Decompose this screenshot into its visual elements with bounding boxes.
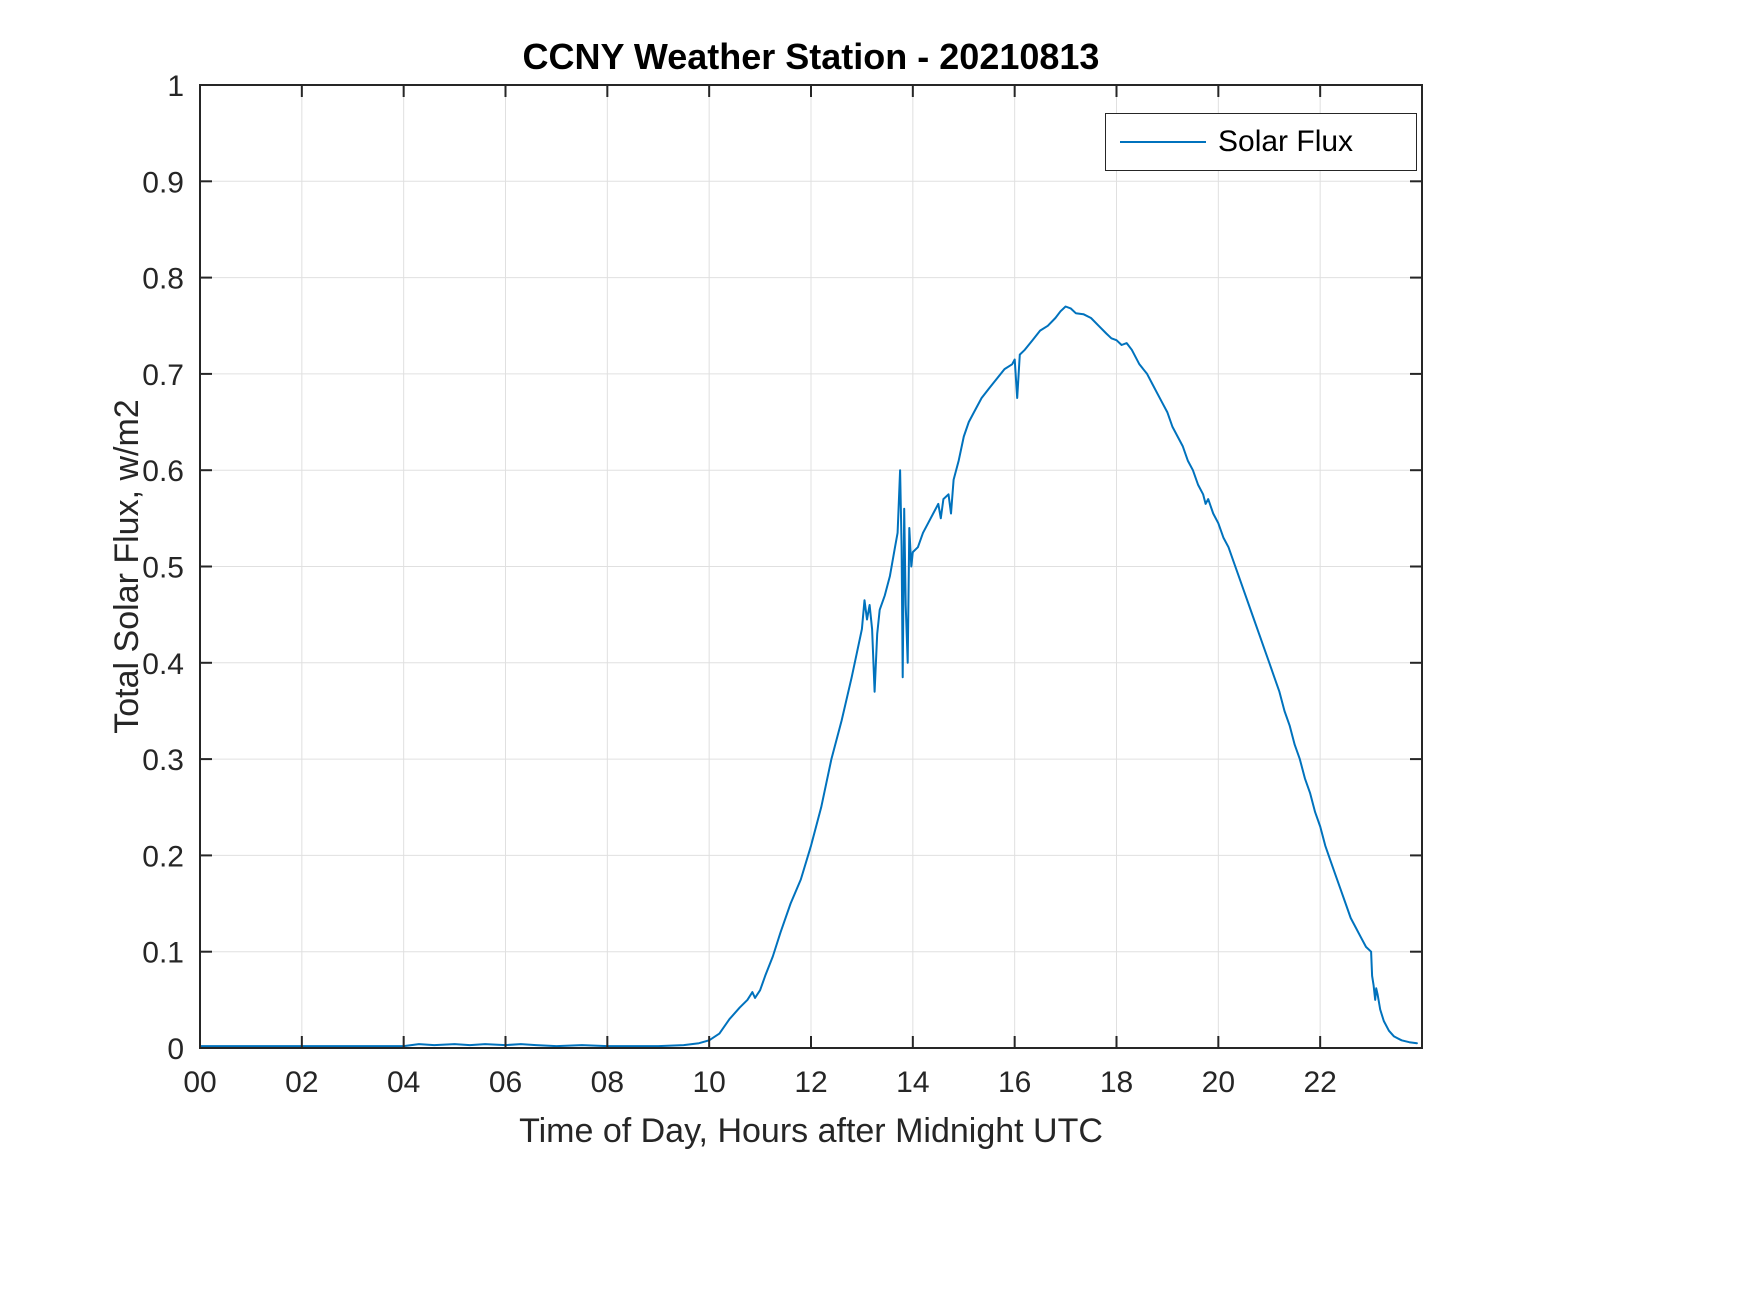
y-tick-label: 1	[167, 70, 184, 103]
x-tick-label: 04	[387, 1066, 420, 1099]
y-tick-label: 0.5	[142, 552, 184, 585]
solar-flux-line	[199, 305, 1418, 1048]
y-tick-label: 0.9	[142, 166, 184, 199]
x-tick-label: 02	[285, 1066, 318, 1099]
x-tick-label: 12	[794, 1066, 827, 1099]
x-tick-label: 18	[1100, 1066, 1133, 1099]
y-tick-label: 0.2	[142, 840, 184, 873]
y-tick-label: 0.6	[142, 455, 184, 488]
x-tick-label: 20	[1202, 1066, 1235, 1099]
y-tick-label: 0.8	[142, 263, 184, 296]
x-tick-label: 08	[591, 1066, 624, 1099]
x-tick-label: 16	[998, 1066, 1031, 1099]
legend-label: Solar Flux	[1218, 125, 1354, 158]
y-tick-label: 0.7	[142, 359, 184, 392]
y-axis-label: Total Solar Flux, w/m2	[108, 399, 146, 734]
x-axis-label: Time of Day, Hours after Midnight UTC	[519, 1112, 1103, 1150]
y-tick-label: 0.3	[142, 744, 184, 777]
y-tick-label: 0.4	[142, 648, 184, 681]
y-tick-label: 0	[167, 1033, 184, 1066]
x-tick-label: 10	[692, 1066, 725, 1099]
x-tick-label: 00	[183, 1066, 216, 1099]
x-tick-label: 06	[489, 1066, 522, 1099]
chart-title: CCNY Weather Station - 20210813	[522, 36, 1100, 77]
x-tick-label: 14	[896, 1066, 929, 1099]
x-tick-label: 22	[1303, 1066, 1336, 1099]
y-tick-label: 0.1	[142, 937, 184, 970]
legend: Solar Flux	[1105, 113, 1417, 171]
legend-line-sample	[1120, 141, 1206, 143]
